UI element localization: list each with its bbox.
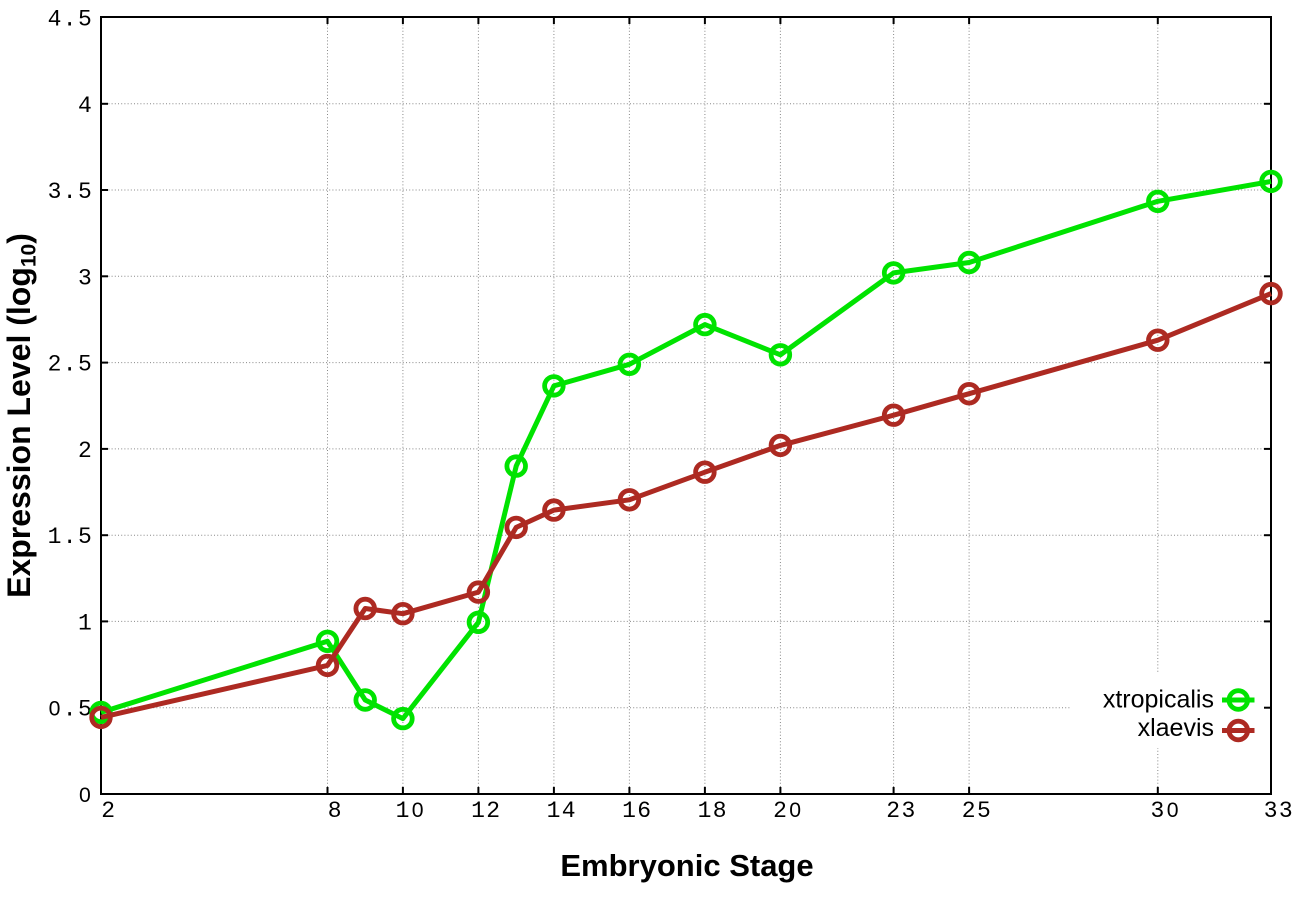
- svg-text:3: 3: [48, 179, 62, 205]
- svg-text:.: .: [63, 7, 77, 33]
- svg-text:3: 3: [78, 265, 92, 291]
- svg-text:8: 8: [713, 798, 727, 824]
- svg-text:1: 1: [547, 798, 561, 824]
- svg-text:5: 5: [78, 697, 92, 723]
- svg-text:2: 2: [101, 798, 115, 824]
- svg-text:5: 5: [78, 7, 92, 33]
- svg-text:0: 0: [79, 784, 91, 807]
- svg-text:xtropicalis: xtropicalis: [1103, 686, 1214, 714]
- svg-text:2: 2: [48, 352, 62, 378]
- svg-text:5: 5: [977, 798, 991, 824]
- svg-text:1: 1: [622, 798, 636, 824]
- svg-text:.: .: [63, 179, 77, 205]
- svg-text:.: .: [63, 697, 77, 723]
- svg-text:8: 8: [328, 798, 342, 824]
- svg-text:1: 1: [78, 610, 92, 636]
- svg-text:.: .: [63, 524, 77, 550]
- svg-text:0: 0: [49, 698, 61, 721]
- svg-text:3: 3: [901, 798, 915, 824]
- svg-text:3: 3: [1150, 798, 1164, 824]
- svg-text:4: 4: [48, 7, 62, 33]
- svg-text:2: 2: [78, 438, 92, 464]
- svg-text:0: 0: [412, 799, 424, 822]
- svg-text:4: 4: [562, 798, 576, 824]
- svg-text:1: 1: [698, 798, 712, 824]
- svg-text:Expression Level (log10): Expression Level (log10): [1, 233, 41, 598]
- svg-text:5: 5: [78, 524, 92, 550]
- svg-text:5: 5: [78, 179, 92, 205]
- svg-text:3: 3: [1264, 798, 1278, 824]
- svg-text:xlaevis: xlaevis: [1138, 714, 1214, 742]
- svg-text:2: 2: [773, 798, 787, 824]
- svg-text:2: 2: [486, 798, 500, 824]
- svg-text:.: .: [63, 352, 77, 378]
- svg-text:Embryonic Stage: Embryonic Stage: [560, 848, 813, 883]
- svg-text:1: 1: [471, 798, 485, 824]
- svg-text:1: 1: [396, 798, 410, 824]
- svg-text:2: 2: [962, 798, 976, 824]
- svg-text:6: 6: [637, 798, 651, 824]
- svg-text:0: 0: [1167, 799, 1179, 822]
- svg-text:2: 2: [886, 798, 900, 824]
- svg-text:3: 3: [1279, 798, 1293, 824]
- svg-text:5: 5: [78, 352, 92, 378]
- svg-text:0: 0: [789, 799, 801, 822]
- svg-text:4: 4: [78, 93, 92, 119]
- svg-text:1: 1: [48, 524, 62, 550]
